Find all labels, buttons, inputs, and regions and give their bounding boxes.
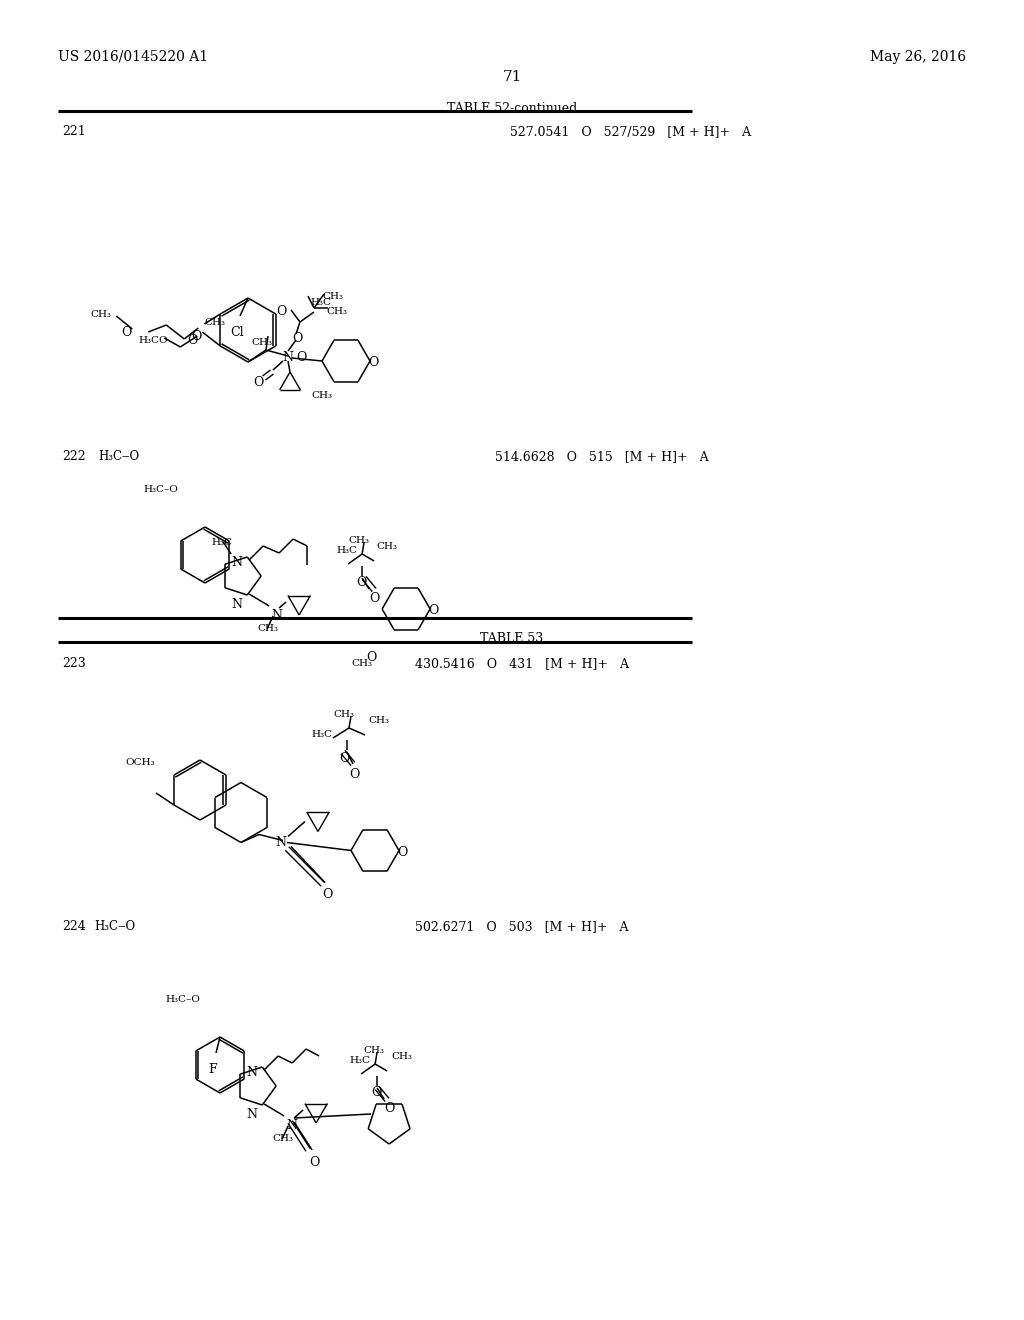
- Text: CH₃: CH₃: [326, 308, 347, 315]
- Text: TABLE 53: TABLE 53: [480, 632, 544, 645]
- Text: O: O: [349, 768, 359, 781]
- Text: N: N: [286, 1119, 297, 1133]
- Text: O: O: [369, 591, 380, 605]
- Text: N: N: [247, 1067, 258, 1078]
- Text: H₃CO: H₃CO: [138, 337, 168, 345]
- Text: CH₃: CH₃: [311, 391, 332, 400]
- Text: O: O: [276, 305, 287, 318]
- Text: CH₃: CH₃: [351, 659, 372, 668]
- Text: 223: 223: [62, 657, 86, 671]
- Text: CH₃: CH₃: [333, 710, 354, 719]
- Text: CH₃: CH₃: [348, 536, 370, 545]
- Text: H₃C‒O: H₃C‒O: [98, 450, 139, 463]
- Text: N: N: [283, 351, 294, 364]
- Text: N: N: [231, 598, 243, 611]
- Text: 222: 222: [62, 450, 86, 463]
- Text: O: O: [309, 1156, 319, 1170]
- Text: H₃C: H₃C: [311, 730, 332, 739]
- Text: CH₃: CH₃: [257, 624, 279, 634]
- Text: CH₃: CH₃: [322, 292, 343, 301]
- Text: O: O: [367, 651, 377, 664]
- Text: O: O: [384, 1102, 394, 1115]
- Text: CH₃: CH₃: [90, 310, 112, 319]
- Text: O: O: [397, 846, 408, 858]
- Text: O: O: [356, 576, 367, 589]
- Text: N: N: [275, 836, 287, 849]
- Text: N: N: [247, 1107, 258, 1121]
- Text: CH₃: CH₃: [252, 338, 272, 347]
- Text: N: N: [231, 556, 243, 569]
- Text: CH₃: CH₃: [272, 1134, 293, 1143]
- Text: O: O: [292, 333, 302, 345]
- Text: H₃C: H₃C: [310, 298, 331, 308]
- Text: 430.5416   O   431   [M + H]+   A: 430.5416 O 431 [M + H]+ A: [415, 657, 629, 671]
- Text: CH₃: CH₃: [364, 1045, 385, 1055]
- Text: CH₃: CH₃: [376, 543, 397, 550]
- Text: O: O: [187, 334, 198, 347]
- Text: O: O: [339, 752, 349, 766]
- Text: 502.6271   O   503   [M + H]+   A: 502.6271 O 503 [M + H]+ A: [415, 920, 629, 933]
- Text: O: O: [121, 326, 131, 339]
- Text: CH₃: CH₃: [368, 715, 389, 725]
- Text: 224: 224: [62, 920, 86, 933]
- Text: O: O: [428, 605, 438, 616]
- Text: 71: 71: [503, 70, 521, 84]
- Text: N: N: [271, 609, 283, 622]
- Text: H₃C: H₃C: [349, 1056, 370, 1065]
- Text: Cl: Cl: [230, 326, 244, 339]
- Text: O: O: [368, 356, 378, 370]
- Text: 514.6628   O   515   [M + H]+   A: 514.6628 O 515 [M + H]+ A: [495, 450, 709, 463]
- Text: OCH₃: OCH₃: [125, 758, 155, 767]
- Text: F: F: [208, 1063, 217, 1076]
- Text: O: O: [253, 376, 263, 389]
- Text: H₃C‒O: H₃C‒O: [94, 920, 135, 933]
- Text: H₃C–O: H₃C–O: [143, 484, 178, 494]
- Text: H₃C–O: H₃C–O: [165, 995, 200, 1005]
- Text: 527.0541   O   527/529   [M + H]+   A: 527.0541 O 527/529 [M + H]+ A: [510, 125, 752, 139]
- Text: TABLE 52-continued: TABLE 52-continued: [446, 102, 578, 115]
- Text: H₃C: H₃C: [211, 539, 232, 546]
- Text: O: O: [371, 1086, 382, 1100]
- Text: O: O: [296, 351, 306, 364]
- Text: H₃C: H₃C: [336, 546, 357, 554]
- Text: CH₃: CH₃: [204, 318, 225, 327]
- Text: O: O: [322, 888, 332, 902]
- Text: US 2016/0145220 A1: US 2016/0145220 A1: [58, 50, 208, 63]
- Text: CH₃: CH₃: [391, 1052, 412, 1061]
- Text: May 26, 2016: May 26, 2016: [869, 50, 966, 63]
- Text: 221: 221: [62, 125, 86, 139]
- Text: O: O: [191, 330, 202, 343]
